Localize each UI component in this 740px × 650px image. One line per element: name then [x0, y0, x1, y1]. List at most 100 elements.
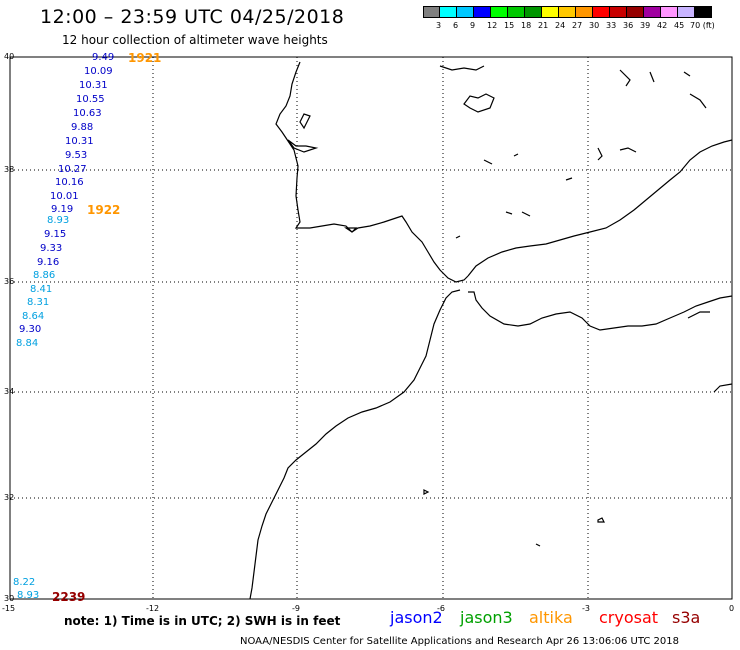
colorbar-tick-label: 39 [640, 21, 651, 30]
colorbar-tick-label: 21 [538, 21, 549, 30]
morocco-atlantic-coast [249, 289, 461, 600]
lat-tick-34: 34 [4, 387, 15, 396]
north-fragment-7 [619, 147, 637, 153]
colorbar-tick-label: 70 (ft) [690, 21, 715, 30]
wave-height-label: 8.93 [17, 590, 40, 601]
inland-feature-5 [513, 153, 519, 157]
wave-height-label: 8.22 [13, 577, 36, 588]
wave-height-label: 8.86 [33, 270, 56, 281]
credit-line: NOAA/NESDIS Center for Satellite Applica… [240, 636, 679, 647]
colorbar-tick-label: 36 [623, 21, 634, 30]
north-fragment-1 [439, 65, 485, 71]
colorbar-tick-label: 6 [453, 21, 459, 30]
colorbar-swatch [525, 6, 542, 18]
colorbar-swatch [644, 6, 661, 18]
wave-height-label: 10.63 [73, 108, 102, 119]
wave-height-label: 8.41 [30, 284, 53, 295]
lat-tick-30: 30 [4, 594, 15, 603]
wave-height-label: 9.15 [44, 229, 67, 240]
colorbar-tick-label: 24 [555, 21, 566, 30]
coastline [249, 61, 733, 600]
north-fragment-3 [619, 69, 631, 87]
inland-feature-3 [565, 177, 573, 181]
wave-height-label: 10.01 [50, 191, 79, 202]
colorbar-swatch [695, 6, 712, 18]
legend-altika: altika [529, 608, 573, 627]
colorbar-swatch [508, 6, 525, 18]
wave-height-label: 9.49 [92, 52, 115, 63]
colorbar-tick-label: 42 [657, 21, 668, 30]
colorbar-tick-label: 27 [572, 21, 583, 30]
inland-feature-1 [505, 211, 513, 215]
legend-jason2: jason2 [390, 608, 443, 627]
wave-height-label: 10.55 [76, 94, 105, 105]
wave-height-label: 8.93 [47, 215, 70, 226]
colorbar-tick-label: 18 [521, 21, 532, 30]
lat-tick-32: 32 [4, 493, 15, 502]
colorbar [423, 6, 712, 18]
wave-height-label: 8.64 [22, 311, 45, 322]
colorbar-swatch [576, 6, 593, 18]
north-fragment-2 [463, 93, 495, 113]
colorbar-tick-label: 33 [606, 21, 617, 30]
map-subtitle: 12 hour collection of altimeter wave hei… [62, 33, 328, 47]
inland-lake [455, 235, 461, 239]
inland-feature-4 [483, 159, 493, 165]
colorbar-swatch [678, 6, 695, 18]
colorbar-tick-label: 12 [487, 21, 498, 30]
north-fragment-5 [689, 93, 707, 109]
lon-tick-6: -6 [437, 604, 445, 613]
lon-tick-15: -15 [2, 604, 16, 613]
islet-3 [535, 543, 541, 547]
morocco-med-coast [468, 291, 733, 331]
wave-height-label: 9.16 [37, 257, 60, 268]
colorbar-swatch [542, 6, 559, 18]
map-frame [9, 56, 733, 600]
colorbar-tick-label: 3 [436, 21, 442, 30]
wave-height-label: 10.31 [65, 136, 94, 147]
lat-tick-36: 36 [4, 277, 15, 286]
lon-tick-0: 0 [729, 604, 735, 613]
legend-jason3: jason3 [460, 608, 513, 627]
iberia-coast [275, 61, 469, 283]
lon-tick-3: -3 [582, 604, 590, 613]
wave-height-label: 10.16 [55, 177, 84, 188]
lon-tick-12: -12 [146, 604, 160, 613]
colorbar-swatch [440, 6, 457, 18]
colorbar-tick-label: 45 [674, 21, 685, 30]
wave-height-label: 9.19 [51, 204, 74, 215]
algeria-coast-fragment [713, 383, 733, 393]
wave-height-label: 9.53 [65, 150, 88, 161]
wave-height-label: 8.31 [27, 297, 50, 308]
orbit-time-label: 1922 [87, 203, 121, 217]
colorbar-swatch [593, 6, 610, 18]
map-title: 12:00 – 23:59 UTC 04/25/2018 [40, 6, 345, 28]
inland-feature-2 [521, 211, 531, 217]
colorbar-swatch [661, 6, 678, 18]
wave-height-label: 9.30 [19, 324, 42, 335]
north-fragment-6 [597, 147, 603, 161]
colorbar-tick-label: 15 [504, 21, 515, 30]
colorbar-swatch [457, 6, 474, 18]
islet-2 [597, 517, 605, 523]
north-fragment-4 [649, 71, 655, 83]
wave-height-label: 8.84 [16, 338, 39, 349]
colorbar-swatch [474, 6, 491, 18]
colorbar-swatch [491, 6, 508, 18]
colorbar-swatch [610, 6, 627, 18]
coast-fragment-b [687, 311, 710, 319]
legend-cryosat: cryosat [599, 608, 659, 627]
cadiz-point [344, 227, 358, 233]
graticule [10, 57, 732, 599]
tagus-estuary [299, 113, 311, 130]
wave-height-label: 9.33 [40, 243, 63, 254]
orbit-time-label: 2239 [52, 590, 86, 604]
wave-height-label: 9.88 [71, 122, 94, 133]
lat-tick-40: 40 [4, 52, 15, 61]
north-fragment-8 [683, 71, 691, 77]
lon-tick-9: -9 [292, 604, 300, 613]
footnote: note: 1) Time is in UTC; 2) SWH is in fe… [64, 614, 341, 628]
wave-height-label: 10.31 [79, 80, 108, 91]
colorbar-tick-label: 30 [589, 21, 600, 30]
